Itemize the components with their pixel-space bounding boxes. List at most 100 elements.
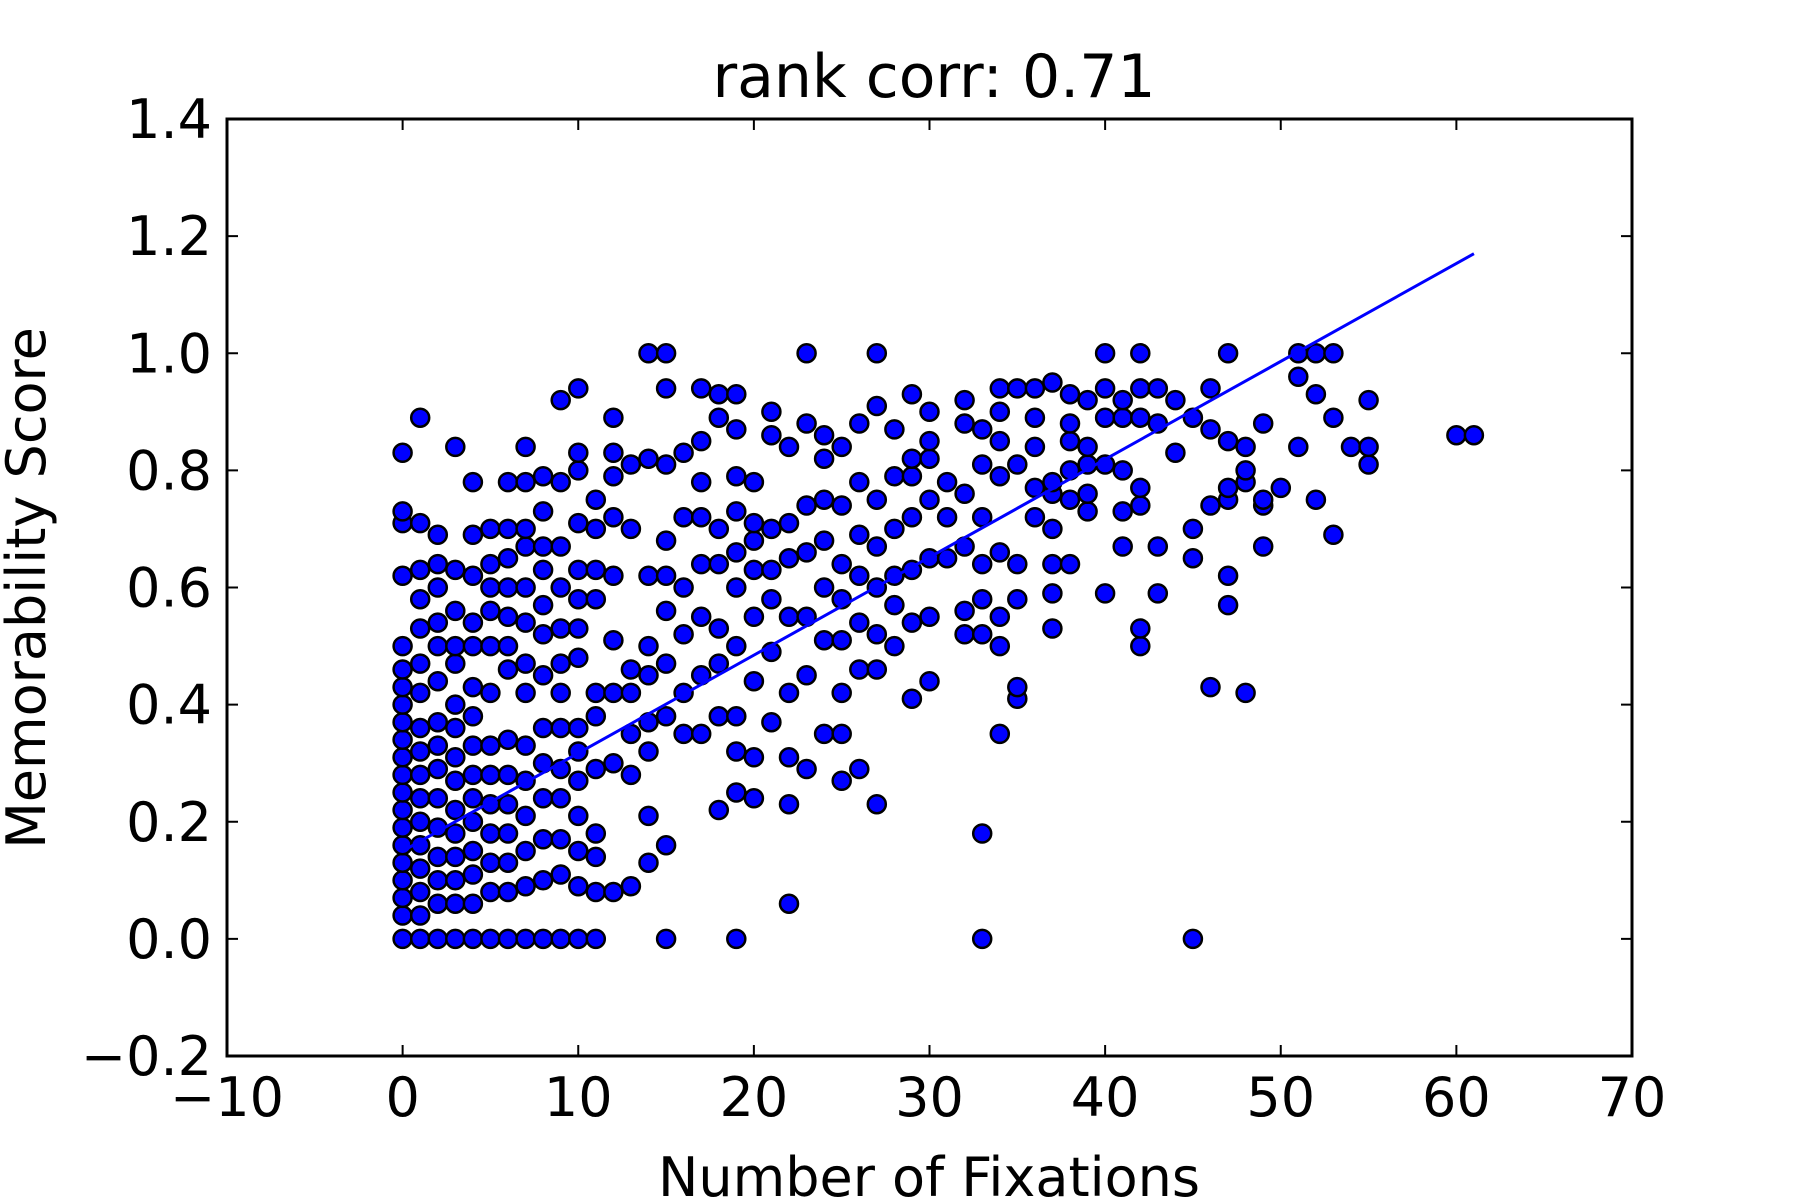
data-point (1112, 389, 1133, 411)
data-point (568, 618, 589, 639)
y-tick-label: 0.4 (126, 674, 212, 737)
data-point (743, 606, 765, 628)
data-point (480, 928, 501, 950)
data-point (849, 413, 870, 434)
data-point (480, 735, 501, 756)
data-point (655, 565, 677, 587)
data-point (532, 788, 554, 809)
data-point (532, 536, 554, 557)
data-point (866, 489, 888, 510)
data-point (550, 928, 571, 950)
data-point (550, 788, 571, 809)
data-point (427, 711, 449, 733)
data-point (971, 419, 993, 440)
data-point (1446, 424, 1467, 446)
data-point (462, 788, 484, 809)
data-point (813, 629, 835, 651)
data-point (989, 635, 1011, 657)
data-point (480, 764, 501, 786)
data-point (585, 559, 607, 581)
data-point (392, 565, 413, 587)
data-point (901, 383, 923, 405)
data-point (1007, 454, 1028, 475)
data-point (462, 840, 484, 862)
data-point (515, 518, 536, 540)
y-tick-label: 1.0 (126, 322, 212, 385)
data-point (409, 858, 431, 879)
data-point (515, 612, 536, 633)
data-point (480, 852, 501, 873)
y-tick-label: −0.2 (81, 1025, 212, 1088)
data-point (480, 600, 501, 622)
data-point (1288, 366, 1309, 387)
data-point (585, 846, 607, 868)
data-point (743, 747, 765, 768)
data-point (831, 495, 852, 516)
data-point (1235, 682, 1256, 704)
data-point (445, 747, 466, 768)
data-point (515, 653, 536, 674)
data-point (392, 501, 413, 522)
data-point (427, 928, 449, 950)
data-point (462, 928, 484, 950)
data-point (778, 682, 800, 704)
data-point (831, 770, 852, 792)
data-point (532, 594, 554, 616)
data-point (726, 383, 747, 405)
y-tick-label: 0.0 (126, 908, 212, 971)
data-point (515, 536, 536, 557)
data-point (409, 905, 431, 926)
data-point (585, 881, 607, 903)
data-point (1112, 501, 1133, 522)
data-point (409, 764, 431, 786)
data-point (480, 577, 501, 598)
data-point (1130, 618, 1151, 639)
data-point (1130, 378, 1151, 399)
data-point (409, 881, 431, 903)
x-tick-label: 20 (720, 1066, 789, 1129)
data-point (849, 524, 870, 546)
data-point (392, 852, 413, 873)
data-point (866, 659, 888, 680)
data-point (919, 606, 940, 628)
data-point (726, 741, 747, 762)
data-point (954, 413, 975, 434)
data-point (427, 670, 449, 692)
data-point (901, 448, 923, 469)
data-point (1252, 536, 1274, 557)
data-point (954, 483, 975, 505)
data-point (761, 424, 782, 446)
data-point (620, 875, 642, 897)
data-point (568, 840, 589, 862)
data-point (1059, 430, 1081, 452)
data-point (726, 501, 747, 522)
data-point (655, 343, 677, 364)
data-point (497, 852, 519, 873)
x-tick-label: 50 (1246, 1066, 1315, 1129)
y-tick-label: 0.8 (126, 439, 212, 502)
data-point (708, 407, 730, 428)
x-axis-ticks: −10 0 10 20 30 40 50 60 70 (170, 119, 1666, 1129)
data-point (568, 378, 589, 399)
data-point (497, 729, 519, 751)
data-point (603, 682, 624, 704)
data-point (1094, 583, 1116, 604)
data-point (831, 682, 852, 704)
data-point (1112, 536, 1133, 557)
data-point (1358, 454, 1379, 475)
data-point (1024, 506, 1046, 528)
data-point (620, 518, 642, 540)
data-point (392, 442, 413, 464)
y-axis-label: Memorability Score (0, 327, 58, 849)
data-point (655, 928, 677, 950)
data-point (796, 758, 817, 780)
data-point (655, 600, 677, 622)
data-point (515, 928, 536, 950)
x-tick-label: 0 (385, 1066, 419, 1129)
data-point (497, 635, 519, 657)
data-point (392, 887, 413, 909)
data-point (796, 495, 817, 516)
data-point (849, 758, 870, 780)
data-point (585, 928, 607, 950)
y-axis-ticks: −0.2 0.0 0.2 0.4 0.6 0.8 1.0 1.2 1.4 (81, 88, 1632, 1088)
